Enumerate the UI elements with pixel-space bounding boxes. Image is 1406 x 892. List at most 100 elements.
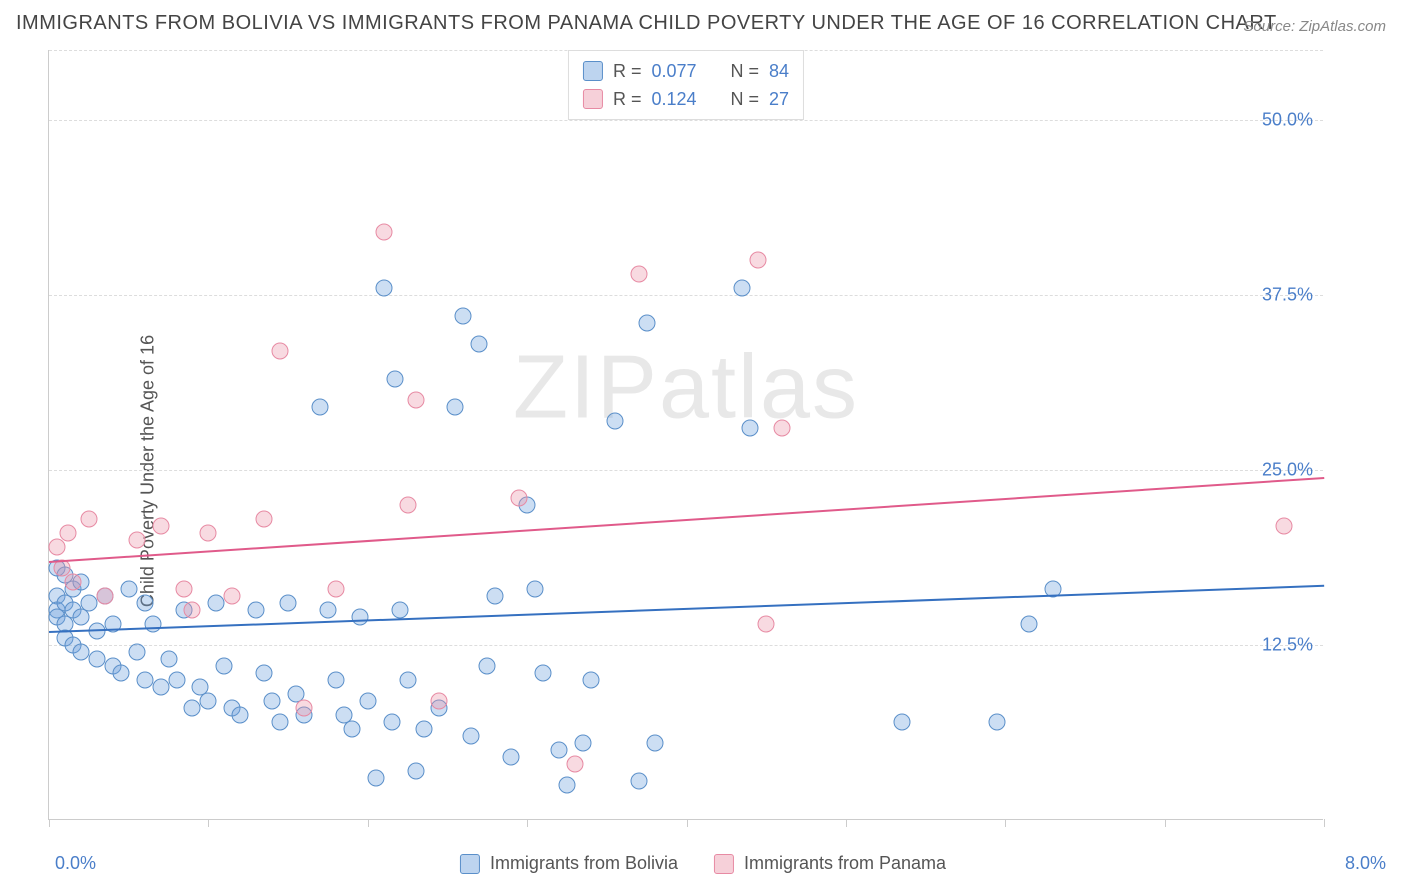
scatter-point bbox=[264, 693, 281, 710]
swatch-pink-icon bbox=[714, 854, 734, 874]
chart-container: Child Poverty Under the Age of 16 ZIPatl… bbox=[0, 50, 1406, 892]
x-tick bbox=[1005, 819, 1006, 827]
scatter-point bbox=[487, 588, 504, 605]
legend-label-bolivia: Immigrants from Bolivia bbox=[490, 853, 678, 874]
source-attribution: Source: ZipAtlas.com bbox=[1243, 18, 1386, 35]
legend-label-panama: Immigrants from Panama bbox=[744, 853, 946, 874]
scatter-point bbox=[758, 616, 775, 633]
scatter-point bbox=[558, 777, 575, 794]
scatter-point bbox=[455, 308, 472, 325]
series-legend: Immigrants from Bolivia Immigrants from … bbox=[460, 853, 946, 874]
scatter-point bbox=[128, 532, 145, 549]
scatter-point bbox=[311, 399, 328, 416]
x-tick bbox=[208, 819, 209, 827]
scatter-point bbox=[96, 588, 113, 605]
n-label: N = bbox=[731, 57, 760, 85]
scatter-point bbox=[574, 735, 591, 752]
plot-area: ZIPatlas R = 0.077 N = 84 R = 0.124 N = … bbox=[48, 50, 1323, 820]
scatter-point bbox=[120, 581, 137, 598]
r-value-panama: 0.124 bbox=[651, 85, 696, 113]
scatter-point bbox=[60, 525, 77, 542]
watermark: ZIPatlas bbox=[513, 337, 859, 440]
scatter-point bbox=[606, 413, 623, 430]
scatter-point bbox=[200, 693, 217, 710]
x-tick bbox=[1165, 819, 1166, 827]
scatter-point bbox=[527, 581, 544, 598]
legend-item-bolivia: Immigrants from Bolivia bbox=[460, 853, 678, 874]
correlation-legend: R = 0.077 N = 84 R = 0.124 N = 27 bbox=[568, 50, 804, 120]
swatch-pink-icon bbox=[583, 89, 603, 109]
legend-item-panama: Immigrants from Panama bbox=[714, 853, 946, 874]
scatter-point bbox=[638, 315, 655, 332]
gridline bbox=[49, 470, 1323, 471]
scatter-point bbox=[471, 336, 488, 353]
scatter-point bbox=[296, 700, 313, 717]
scatter-point bbox=[184, 700, 201, 717]
n-label: N = bbox=[731, 85, 760, 113]
scatter-point bbox=[391, 602, 408, 619]
scatter-point bbox=[415, 721, 432, 738]
scatter-point bbox=[80, 595, 97, 612]
scatter-point bbox=[343, 721, 360, 738]
scatter-point bbox=[327, 581, 344, 598]
scatter-point bbox=[774, 420, 791, 437]
r-label: R = bbox=[613, 85, 642, 113]
scatter-point bbox=[359, 693, 376, 710]
y-tick-label: 37.5% bbox=[1262, 285, 1313, 306]
x-tick bbox=[527, 819, 528, 827]
scatter-point bbox=[272, 343, 289, 360]
scatter-point bbox=[742, 420, 759, 437]
r-label: R = bbox=[613, 57, 642, 85]
source-value: ZipAtlas.com bbox=[1299, 18, 1386, 35]
scatter-point bbox=[272, 714, 289, 731]
scatter-point bbox=[208, 595, 225, 612]
scatter-point bbox=[248, 602, 265, 619]
scatter-point bbox=[893, 714, 910, 731]
scatter-point bbox=[375, 280, 392, 297]
scatter-point bbox=[184, 602, 201, 619]
scatter-point bbox=[200, 525, 217, 542]
scatter-point bbox=[511, 490, 528, 507]
r-value-bolivia: 0.077 bbox=[651, 57, 696, 85]
legend-row-bolivia: R = 0.077 N = 84 bbox=[583, 57, 789, 85]
scatter-point bbox=[152, 518, 169, 535]
gridline bbox=[49, 120, 1323, 121]
watermark-atlas: atlas bbox=[659, 338, 859, 438]
swatch-blue-icon bbox=[583, 61, 603, 81]
scatter-point bbox=[64, 574, 81, 591]
scatter-point bbox=[176, 581, 193, 598]
scatter-point bbox=[566, 756, 583, 773]
n-value-bolivia: 84 bbox=[769, 57, 789, 85]
chart-title: IMMIGRANTS FROM BOLIVIA VS IMMIGRANTS FR… bbox=[16, 12, 1277, 35]
x-tick bbox=[49, 819, 50, 827]
scatter-point bbox=[48, 539, 65, 556]
scatter-point bbox=[152, 679, 169, 696]
scatter-point bbox=[1276, 518, 1293, 535]
scatter-point bbox=[1021, 616, 1038, 633]
x-tick bbox=[368, 819, 369, 827]
scatter-point bbox=[136, 595, 153, 612]
scatter-point bbox=[407, 392, 424, 409]
scatter-point bbox=[750, 252, 767, 269]
scatter-point bbox=[630, 772, 647, 789]
scatter-point bbox=[367, 770, 384, 787]
source-label: Source: bbox=[1243, 18, 1295, 35]
y-tick-label: 12.5% bbox=[1262, 635, 1313, 656]
scatter-point bbox=[582, 672, 599, 689]
gridline bbox=[49, 295, 1323, 296]
swatch-blue-icon bbox=[460, 854, 480, 874]
scatter-point bbox=[407, 763, 424, 780]
trend-line bbox=[49, 477, 1324, 563]
scatter-point bbox=[479, 658, 496, 675]
scatter-point bbox=[136, 672, 153, 689]
scatter-point bbox=[989, 714, 1006, 731]
scatter-point bbox=[72, 644, 89, 661]
gridline bbox=[49, 50, 1323, 51]
x-axis-max-label: 8.0% bbox=[1345, 853, 1386, 874]
scatter-point bbox=[383, 714, 400, 731]
scatter-point bbox=[630, 266, 647, 283]
scatter-point bbox=[88, 651, 105, 668]
scatter-point bbox=[399, 497, 416, 514]
scatter-point bbox=[128, 644, 145, 661]
scatter-point bbox=[256, 511, 273, 528]
